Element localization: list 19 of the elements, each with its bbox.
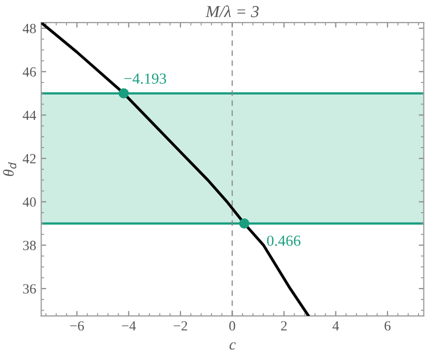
- y-tick-label: 46: [22, 67, 36, 77]
- y-tick-label: 44: [22, 110, 36, 120]
- x-tick-label: 6: [384, 321, 391, 331]
- chart-title: M/λ = 3: [205, 5, 259, 18]
- x-tick-label: −2: [174, 321, 188, 330]
- x-tick-label: 2: [281, 321, 287, 330]
- y-tick-label: 42: [22, 154, 36, 164]
- x-tick-label: −4: [122, 321, 136, 330]
- y-tick-label: 36: [23, 284, 36, 294]
- y-axis-title: θ$_{d}$: [2, 162, 16, 176]
- y-tick-label: 48: [22, 24, 36, 34]
- y-tick-label: 38: [23, 240, 36, 250]
- annotation: 0.466: [267, 236, 300, 246]
- x-tick-label: 0: [229, 321, 236, 331]
- x-tick-label: 4: [332, 321, 339, 330]
- x-axis-title: c: [230, 342, 236, 350]
- annotation: −4.193: [124, 74, 166, 84]
- y-tick-label: 40: [22, 197, 36, 207]
- x-tick-label: −6: [70, 321, 84, 331]
